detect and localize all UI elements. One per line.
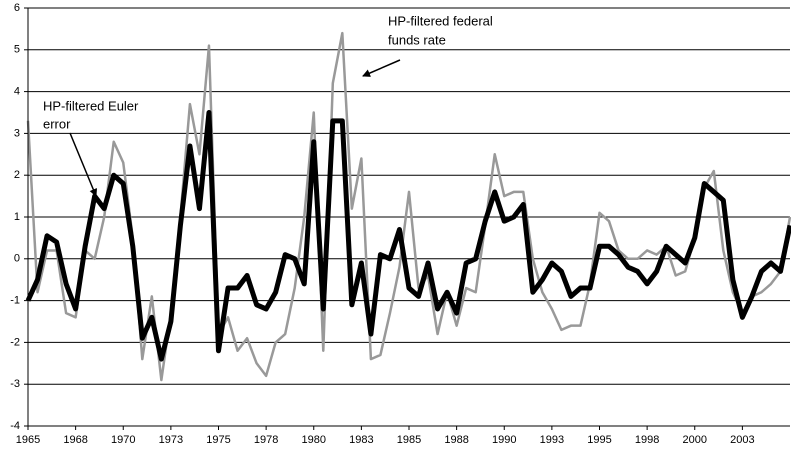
y-tick-label: 6 — [14, 2, 20, 14]
x-tick-label: 1993 — [540, 434, 564, 446]
y-tick-label: -3 — [10, 378, 20, 390]
annotation: HP-filtered Euler — [43, 98, 139, 113]
y-tick-label: 1 — [14, 211, 20, 223]
x-tick-label: 1990 — [492, 434, 516, 446]
y-tick-label: -1 — [10, 295, 20, 307]
annotation-arrow — [362, 59, 401, 77]
annotation: error — [43, 116, 71, 131]
y-tick-label: 5 — [14, 44, 20, 56]
y-tick-label: 3 — [14, 127, 20, 139]
x-tick-label: 1983 — [349, 434, 373, 446]
x-tick-label: 1985 — [397, 434, 421, 446]
x-tick-label: 1998 — [635, 434, 659, 446]
x-tick-label: 2000 — [683, 434, 707, 446]
y-tick-label: 4 — [14, 86, 20, 98]
x-tick-label: 1973 — [159, 434, 183, 446]
x-tick-label: 2003 — [730, 434, 754, 446]
series-line — [25, 110, 791, 362]
x-tick-label: 1965 — [16, 434, 40, 446]
x-tick-label: 1980 — [302, 434, 326, 446]
x-tick-label: 1968 — [63, 434, 87, 446]
x-tick-label: 1975 — [206, 434, 230, 446]
lines — [25, 31, 791, 382]
y-tick-label: 0 — [14, 253, 20, 265]
y-tick-label: -4 — [10, 420, 20, 432]
annotation: funds rate — [388, 32, 446, 47]
axes: -4 -3 -2 -1 0 1 2 3 4 5 6 1965 1968 1970 1973 1975 1978 1… — [10, 2, 790, 446]
annotation-bg — [40, 98, 152, 132]
x-tick-label: 1995 — [587, 434, 611, 446]
annotation: HP-filtered federal — [388, 13, 493, 28]
x-tick-label: 1978 — [254, 434, 278, 446]
y-tick-label: -2 — [10, 336, 20, 348]
x-tick-label: 1988 — [444, 434, 468, 446]
y-tick-label: 2 — [14, 169, 20, 181]
annotation-arrow — [69, 132, 98, 197]
grid — [28, 7, 790, 427]
x-tick-label: 1970 — [111, 434, 135, 446]
